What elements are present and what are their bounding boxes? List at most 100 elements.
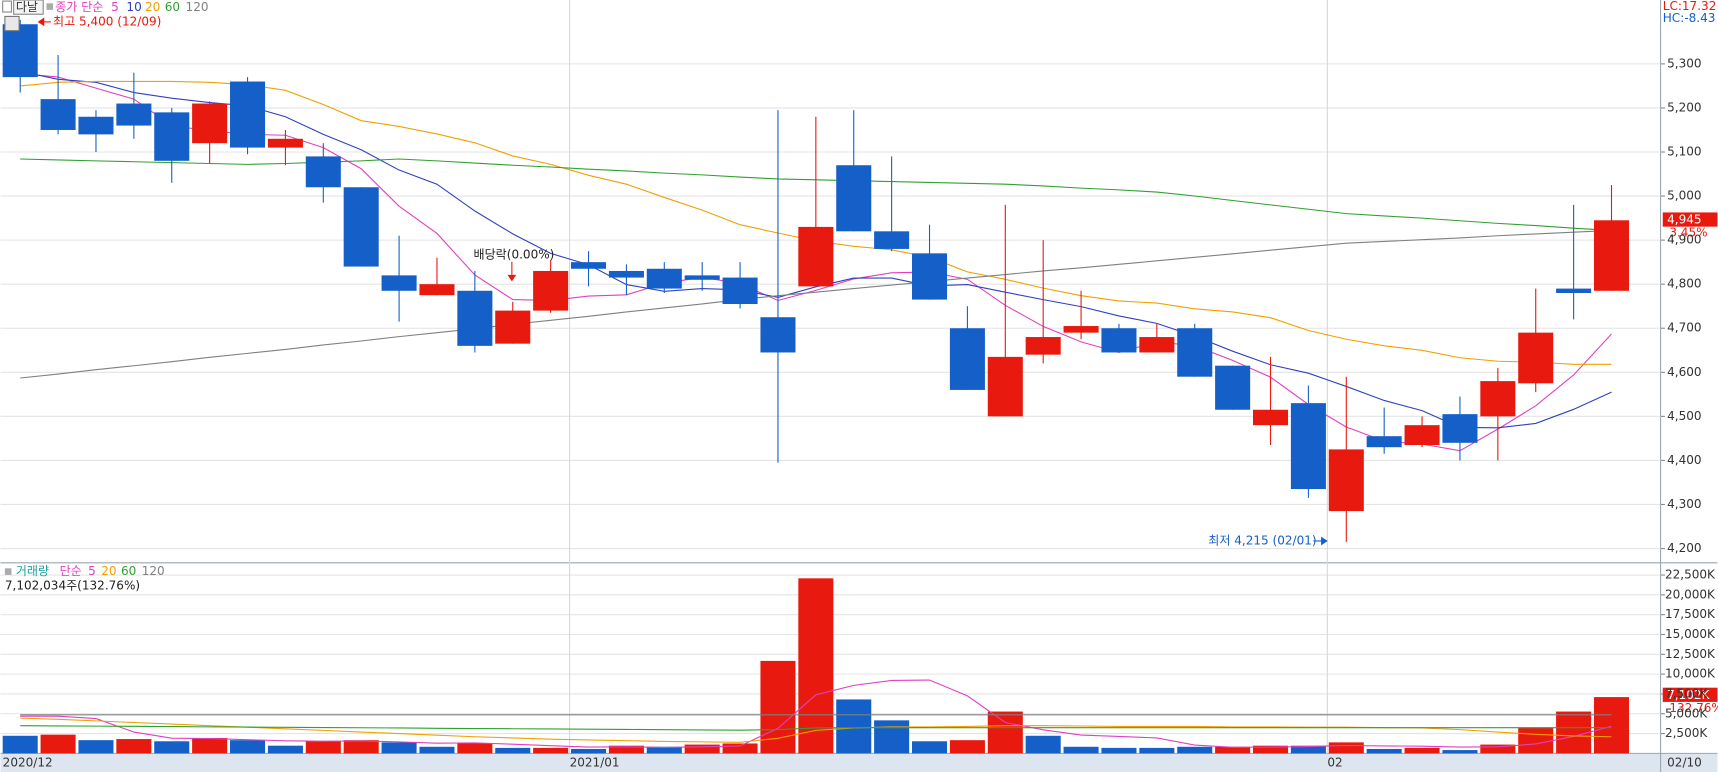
volume-bar bbox=[1025, 735, 1061, 754]
candle-body bbox=[40, 99, 76, 130]
y-tick-label: 4,600 bbox=[1667, 365, 1701, 379]
volume-title: 거래량 bbox=[16, 564, 49, 578]
volume-bar bbox=[874, 720, 910, 754]
y2-tick-label: 15,000K bbox=[1665, 627, 1716, 641]
candle-body bbox=[571, 262, 607, 269]
candle-body bbox=[154, 112, 190, 161]
ma-icon bbox=[46, 3, 54, 10]
candle-body bbox=[1177, 328, 1213, 377]
volume-ratio: 132.76% bbox=[1669, 701, 1718, 715]
volume-bar bbox=[267, 745, 303, 754]
candle-body bbox=[305, 156, 341, 188]
candle-body bbox=[1063, 326, 1099, 333]
volume-tag bbox=[1662, 687, 1718, 702]
candle-body bbox=[495, 310, 531, 344]
dividend-arrow bbox=[507, 274, 517, 282]
y-tick-label: 4,200 bbox=[1667, 541, 1701, 555]
y2-tick-label: 7,500K bbox=[1665, 686, 1708, 700]
legend-entry: 20 bbox=[145, 0, 160, 14]
candle-body bbox=[760, 317, 796, 353]
candle-body bbox=[1404, 425, 1440, 445]
candle-body bbox=[1101, 328, 1137, 353]
volume-bar bbox=[1177, 746, 1213, 754]
candle-body bbox=[533, 270, 569, 311]
candle-body bbox=[684, 275, 720, 280]
candle-body bbox=[2, 24, 38, 78]
legend-entry: 120 bbox=[142, 564, 165, 578]
y-tick-label: 5,000 bbox=[1667, 189, 1701, 203]
ma-line bbox=[20, 725, 1612, 731]
candle-body bbox=[949, 328, 985, 390]
volume-icon bbox=[4, 568, 12, 575]
volume-bar bbox=[1252, 745, 1289, 754]
y2-tick-label: 2,500K bbox=[1665, 726, 1708, 740]
volume-bar bbox=[798, 578, 834, 754]
y2-tick-label: 17,500K bbox=[1665, 607, 1716, 621]
candle-body bbox=[1290, 403, 1326, 490]
ticker-box[interactable] bbox=[13, 0, 44, 15]
volume-bar bbox=[230, 740, 266, 754]
y-tick-label: 4,500 bbox=[1667, 409, 1701, 423]
candle-body bbox=[1442, 414, 1478, 443]
legend-entry: 60 bbox=[165, 0, 180, 14]
low-arrow bbox=[1321, 536, 1328, 546]
volume-bar bbox=[78, 740, 114, 754]
volume-bar bbox=[722, 743, 758, 754]
candle-body bbox=[1139, 337, 1175, 353]
volume-bar bbox=[608, 745, 644, 754]
y-tick-label: 4,800 bbox=[1667, 277, 1701, 291]
last-volume: 7,102K bbox=[1667, 688, 1710, 702]
candle-body bbox=[911, 253, 948, 300]
volume-bar bbox=[40, 734, 76, 754]
candle-body bbox=[1215, 365, 1251, 410]
candle-body bbox=[1593, 220, 1630, 291]
high-arrow bbox=[37, 17, 45, 27]
legend-entry: 5 bbox=[111, 0, 119, 14]
menu-icon[interactable] bbox=[2, 0, 12, 13]
volume-bar bbox=[911, 741, 948, 754]
dividend-annotation: 배당락(0.00%) bbox=[474, 248, 555, 262]
candle-body bbox=[646, 268, 682, 289]
candle-body bbox=[874, 231, 910, 249]
volume-bar bbox=[1556, 711, 1592, 754]
candle-body bbox=[608, 270, 644, 278]
volume-bar bbox=[684, 744, 720, 754]
x-tick-label: 02 bbox=[1327, 756, 1342, 770]
high-annotation: 최고 5,400 (12/09) bbox=[53, 14, 161, 28]
volume-bar bbox=[646, 746, 682, 754]
y2-tick-label: 20,000K bbox=[1665, 587, 1716, 601]
y2-tick-label: 22,500K bbox=[1665, 568, 1716, 582]
marks bbox=[2, 19, 1630, 754]
volume-bar bbox=[1215, 746, 1251, 754]
volume-bar bbox=[987, 711, 1023, 754]
change-label: 3.45% bbox=[1669, 226, 1707, 240]
volume-bar bbox=[533, 747, 569, 754]
volume-bar bbox=[154, 741, 190, 754]
y-tick-label: 4,700 bbox=[1667, 321, 1701, 335]
volume-bar bbox=[305, 741, 341, 754]
volume-bar bbox=[1139, 747, 1175, 754]
volume-bar bbox=[836, 699, 872, 754]
legend-entry: 10 bbox=[126, 0, 141, 14]
x-tick-label: 2020/12 bbox=[3, 756, 53, 770]
candle-body bbox=[987, 356, 1023, 417]
y2-tick-label: 10,000K bbox=[1665, 667, 1716, 681]
legend-entry: 60 bbox=[121, 564, 136, 578]
calendar-icon[interactable] bbox=[4, 15, 20, 32]
ma-line bbox=[20, 229, 1612, 379]
volume-bar bbox=[495, 747, 531, 754]
x-tick-label: 02/10 bbox=[1667, 756, 1702, 770]
y-tick-label: 5,300 bbox=[1667, 56, 1701, 70]
legend-entry: 5 bbox=[88, 564, 96, 578]
candle-body bbox=[116, 103, 152, 126]
volume-bar bbox=[571, 748, 607, 754]
candle-body bbox=[1366, 436, 1402, 448]
lc-label: LC:17.32 bbox=[1663, 0, 1717, 13]
y-tick-label: 5,200 bbox=[1667, 100, 1701, 114]
volume-bar bbox=[2, 735, 38, 754]
date-strip bbox=[0, 753, 1718, 772]
candle-body bbox=[381, 275, 417, 291]
low-annotation: 최저 4,215 (02/01) bbox=[1208, 533, 1316, 547]
